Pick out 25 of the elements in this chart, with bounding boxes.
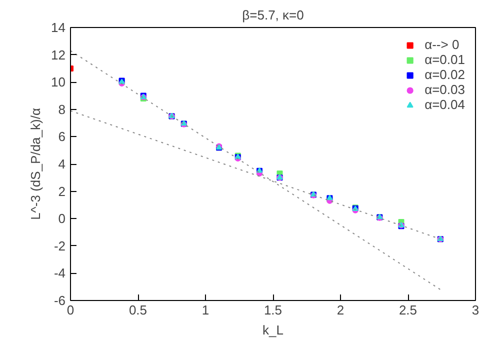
y-tick-label: 0 <box>58 211 66 226</box>
y-tick-label: -6 <box>54 293 66 308</box>
y-tick-label: 4 <box>58 156 66 172</box>
y-tick-label: 6 <box>58 129 66 144</box>
x-tick-label: 1.5 <box>264 302 282 318</box>
legend-label: α=0.02 <box>424 67 465 82</box>
y-tick-label: 12 <box>51 47 66 62</box>
legend-label: α--> 0 <box>424 37 460 52</box>
x-axis-title: k_L <box>262 322 284 338</box>
y-tick-label: 14 <box>51 20 66 35</box>
x-tick-label: 3 <box>472 302 480 318</box>
y-tick-label: 2 <box>58 184 66 199</box>
y-tick-label: 8 <box>58 102 66 117</box>
legend-label: α=0.01 <box>424 52 465 67</box>
y-tick-label: 10 <box>51 74 66 90</box>
legend-label: α=0.03 <box>424 82 465 97</box>
chart-title: β=5.7, κ=0 <box>242 8 304 22</box>
x-tick-label: 1 <box>202 302 210 318</box>
x-tick-label: 2 <box>336 302 344 318</box>
x-tick-label: 0.5 <box>128 302 148 318</box>
y-tick-label: -4 <box>54 266 66 281</box>
y-tick-label: -2 <box>54 238 66 254</box>
x-tick-label: 2.5 <box>398 302 418 318</box>
legend-label: α=0.04 <box>424 97 465 112</box>
y-axis-title: L^-3 (dS_P/da_k)/α <box>28 108 44 220</box>
